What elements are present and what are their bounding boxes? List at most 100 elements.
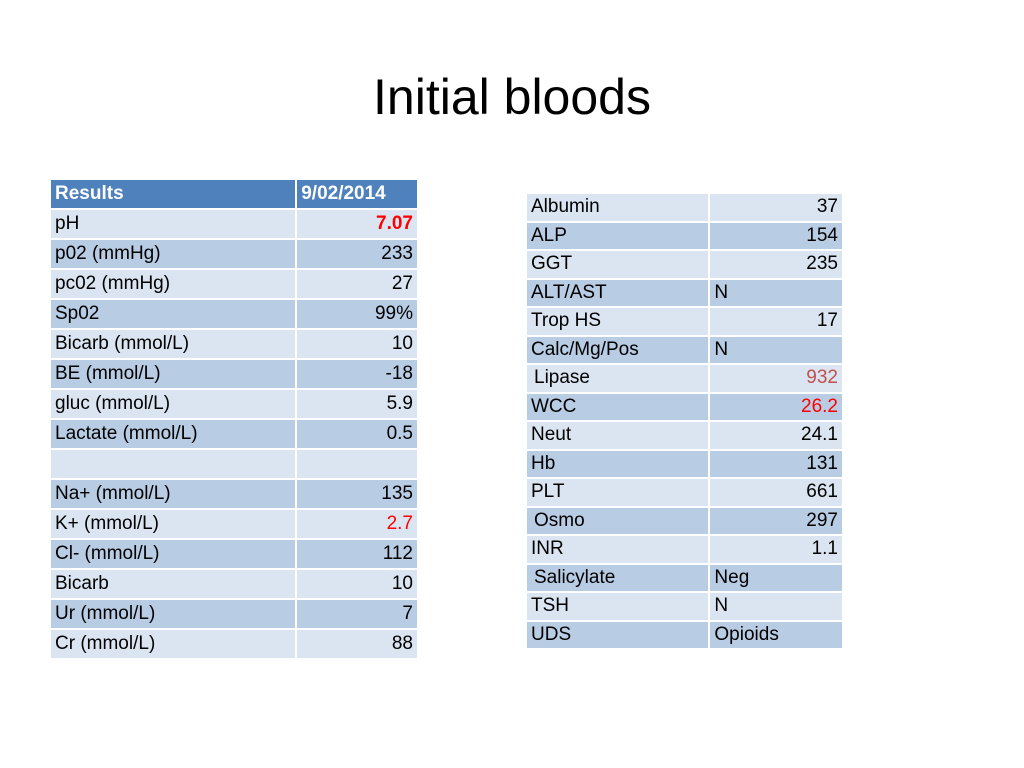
row-value: 131 (710, 450, 842, 479)
row-value: 24.1 (710, 422, 842, 451)
table-row: Hb 131 (527, 450, 842, 479)
row-label: pH (51, 210, 298, 240)
table-row: Sp02 99% (51, 300, 417, 330)
row-label: Lipase (527, 365, 711, 394)
table-row: UDS Opioids (527, 621, 842, 650)
row-value: 661 (710, 479, 842, 508)
row-label: Cr (mmol/L) (51, 630, 298, 660)
table-row: Cl- (mmol/L) 112 (51, 540, 417, 570)
table-row: GGT 235 (527, 251, 842, 280)
row-value: 297 (710, 507, 842, 536)
row-value: Opioids (710, 621, 842, 650)
table-row: Neut 24.1 (527, 422, 842, 451)
row-value: 235 (710, 251, 842, 280)
table-row: INR 1.1 (527, 536, 842, 565)
table-row: Osmo 297 (527, 507, 842, 536)
table-row: PLT 661 (527, 479, 842, 508)
row-value: 233 (297, 240, 417, 270)
row-value: 135 (297, 480, 417, 510)
row-label: INR (527, 536, 711, 565)
row-value: 1.1 (710, 536, 842, 565)
table-row: Na+ (mmol/L) 135 (51, 480, 417, 510)
table-row: Calc/Mg/Pos N (527, 336, 842, 365)
slide-title: Initial bloods (373, 69, 651, 125)
table-row: pc02 (mmHg) 27 (51, 270, 417, 300)
row-label: Neut (527, 422, 711, 451)
table-row (51, 450, 417, 480)
row-label: K+ (mmol/L) (51, 510, 298, 540)
row-label: GGT (527, 251, 711, 280)
table-row: Trop HS 17 (527, 308, 842, 337)
row-label: Osmo (527, 507, 711, 536)
table-header-row: Results 9/02/2014 (51, 180, 417, 210)
table-row: Albumin 37 (527, 194, 842, 223)
row-value: N (710, 593, 842, 622)
table-row: Cr (mmol/L) 88 (51, 630, 417, 660)
row-value: 112 (297, 540, 417, 570)
table-row: Bicarb (mmol/L) 10 (51, 330, 417, 360)
row-label: ALT/AST (527, 279, 711, 308)
row-label: ALP (527, 222, 711, 251)
table-row: ALT/AST N (527, 279, 842, 308)
table-row: Salicylate Neg (527, 564, 842, 593)
row-label: Hb (527, 450, 711, 479)
row-label: Cl- (mmol/L) (51, 540, 298, 570)
row-value: 10 (297, 330, 417, 360)
row-label: Na+ (mmol/L) (51, 480, 298, 510)
row-value: N (710, 336, 842, 365)
row-value: 27 (297, 270, 417, 300)
row-value: 99% (297, 300, 417, 330)
row-value: Neg (710, 564, 842, 593)
row-value: 154 (710, 222, 842, 251)
row-value: 5.9 (297, 390, 417, 420)
row-value: 7 (297, 600, 417, 630)
row-label: pc02 (mmHg) (51, 270, 298, 300)
row-value: 26.2 (710, 393, 842, 422)
row-label: Trop HS (527, 308, 711, 337)
row-value (297, 450, 417, 480)
table-row: Bicarb 10 (51, 570, 417, 600)
row-label: TSH (527, 593, 711, 622)
table-row: ALP 154 (527, 222, 842, 251)
row-label: Sp02 (51, 300, 298, 330)
table-row: Ur (mmol/L) 7 (51, 600, 417, 630)
row-label: Lactate (mmol/L) (51, 420, 298, 450)
header-results: Results (51, 180, 298, 210)
row-label: Ur (mmol/L) (51, 600, 298, 630)
row-value: -18 (297, 360, 417, 390)
row-value: 17 (710, 308, 842, 337)
header-date: 9/02/2014 (297, 180, 417, 210)
row-value: 10 (297, 570, 417, 600)
row-label (51, 450, 298, 480)
row-label: Albumin (527, 194, 711, 223)
row-value: 0.5 (297, 420, 417, 450)
table-row: gluc (mmol/L) 5.9 (51, 390, 417, 420)
row-label: Salicylate (527, 564, 711, 593)
row-label: Bicarb (mmol/L) (51, 330, 298, 360)
row-label: WCC (527, 393, 711, 422)
row-value: 7.07 (297, 210, 417, 240)
table-row: K+ (mmol/L) 2.7 (51, 510, 417, 540)
row-value: 2.7 (297, 510, 417, 540)
table-row: p02 (mmHg) 233 (51, 240, 417, 270)
row-label: BE (mmol/L) (51, 360, 298, 390)
biochem-table: Albumin 37 ALP 154 GGT 235 ALT/AST N Trop HS 17 Ca… (527, 194, 842, 650)
table-row: TSH N (527, 593, 842, 622)
row-label: Bicarb (51, 570, 298, 600)
row-label: gluc (mmol/L) (51, 390, 298, 420)
row-label: p02 (mmHg) (51, 240, 298, 270)
table-row: WCC 26.2 (527, 393, 842, 422)
table-row: Lactate (mmol/L) 0.5 (51, 420, 417, 450)
row-label: Calc/Mg/Pos (527, 336, 711, 365)
table-row: Lipase 932 (527, 365, 842, 394)
row-value: 932 (710, 365, 842, 394)
table-row: pH 7.07 (51, 210, 417, 240)
row-value: 37 (710, 194, 842, 223)
row-value: N (710, 279, 842, 308)
row-label: UDS (527, 621, 711, 650)
table-row: BE (mmol/L) -18 (51, 360, 417, 390)
row-label: PLT (527, 479, 711, 508)
row-value: 88 (297, 630, 417, 660)
blood-gas-table: Results 9/02/2014 pH 7.07 p02 (mmHg) 233 pc0… (51, 180, 417, 660)
